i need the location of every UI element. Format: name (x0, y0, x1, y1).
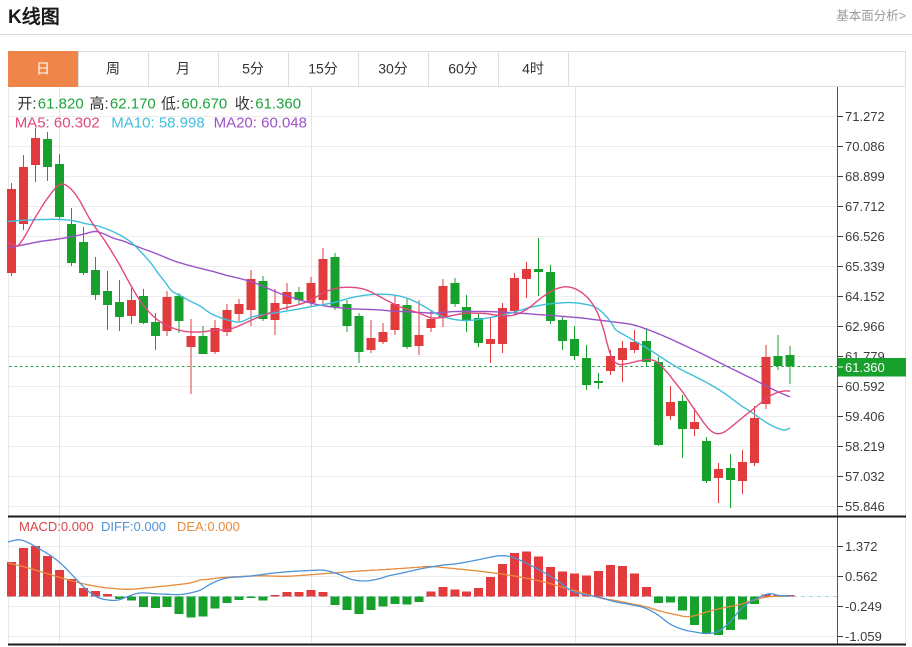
svg-text:67.712: 67.712 (845, 199, 885, 214)
svg-text:4时: 4时 (522, 61, 544, 77)
svg-text:61.360: 61.360 (845, 360, 885, 375)
svg-text:MA20: 60.048: MA20: 60.048 (214, 115, 307, 132)
svg-text:DEA:0.000: DEA:0.000 (177, 519, 240, 534)
svg-text:MA5: 60.302: MA5: 60.302 (15, 115, 100, 132)
svg-text:71.272: 71.272 (845, 109, 885, 124)
svg-text:68.899: 68.899 (845, 169, 885, 184)
svg-text:开:: 开: (17, 96, 36, 113)
svg-text:高:: 高: (90, 96, 109, 113)
svg-text:60.592: 60.592 (845, 379, 885, 394)
svg-text:1.372: 1.372 (845, 539, 878, 554)
svg-text:低:: 低: (161, 96, 180, 113)
svg-text:收:: 收: (235, 96, 254, 113)
svg-text:70.086: 70.086 (845, 139, 885, 154)
svg-text:66.526: 66.526 (845, 229, 885, 244)
svg-text:61.360: 61.360 (255, 96, 301, 113)
svg-text:MACD:0.000: MACD:0.000 (19, 519, 93, 534)
svg-text:基本面分析>: 基本面分析> (836, 9, 906, 23)
svg-text:日: 日 (36, 61, 50, 77)
svg-text:55.846: 55.846 (845, 499, 885, 514)
svg-text:-0.249: -0.249 (845, 599, 882, 614)
svg-text:0.562: 0.562 (845, 569, 878, 584)
svg-text:64.152: 64.152 (845, 289, 885, 304)
svg-text:K线图: K线图 (8, 5, 60, 28)
svg-text:59.406: 59.406 (845, 409, 885, 424)
svg-text:周: 周 (106, 61, 120, 77)
svg-text:62.170: 62.170 (110, 96, 156, 113)
svg-text:60分: 60分 (448, 61, 478, 77)
svg-text:62.966: 62.966 (845, 319, 885, 334)
svg-text:DIFF:0.000: DIFF:0.000 (101, 519, 166, 534)
svg-text:60.670: 60.670 (181, 96, 227, 113)
svg-text:月: 月 (176, 61, 190, 77)
svg-text:57.032: 57.032 (845, 469, 885, 484)
svg-text:65.339: 65.339 (845, 259, 885, 274)
svg-text:30分: 30分 (378, 61, 408, 77)
svg-text:MA10: 58.998: MA10: 58.998 (111, 115, 204, 132)
svg-text:58.219: 58.219 (845, 439, 885, 454)
svg-text:15分: 15分 (308, 61, 338, 77)
svg-text:5分: 5分 (242, 61, 264, 77)
svg-text:61.820: 61.820 (38, 96, 84, 113)
svg-text:-1.059: -1.059 (845, 629, 882, 644)
